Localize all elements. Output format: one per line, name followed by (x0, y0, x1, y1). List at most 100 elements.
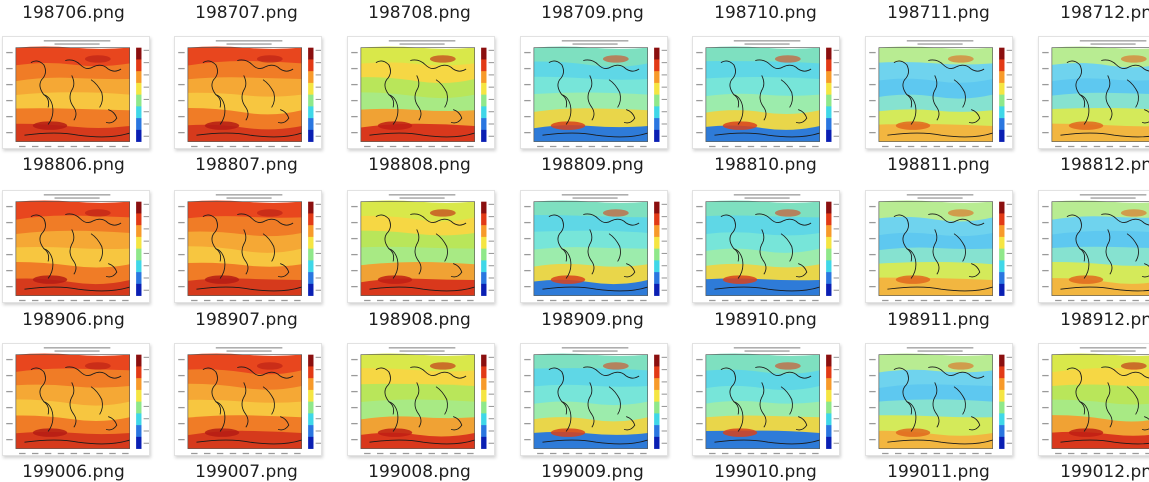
colorbar-segment (826, 129, 832, 142)
map-coastline (1105, 382, 1113, 428)
file-name-label[interactable]: 198709.png (541, 3, 644, 23)
file-name-label[interactable]: 198710.png (714, 3, 817, 23)
thumb-xtick (640, 452, 647, 455)
file-thumbnail[interactable] (865, 343, 1013, 456)
colorbar-tick (315, 289, 321, 291)
map-coastline (202, 214, 222, 262)
file-name-label[interactable]: 199008.png (368, 462, 471, 482)
file-thumbnail[interactable] (2, 36, 150, 149)
thumb-xtick (216, 145, 224, 148)
file-name-label[interactable]: 199009.png (541, 462, 644, 482)
map-contour-blob (32, 275, 68, 284)
colorbar-tick (488, 381, 494, 383)
file-thumbnail[interactable] (692, 343, 840, 456)
colorbar-segment (654, 225, 660, 238)
contour-map-image (351, 40, 494, 148)
file-thumbnail[interactable] (347, 190, 495, 303)
file-thumbnail[interactable] (692, 190, 840, 303)
contour-map-image (524, 194, 667, 302)
thumb-xtick (19, 299, 26, 302)
file-name-label[interactable]: 199007.png (195, 462, 298, 482)
file-name-label[interactable]: 198806.png (22, 155, 125, 175)
file-name-label[interactable]: 198908.png (368, 310, 471, 330)
colorbar-segment (654, 389, 660, 402)
file-name-label[interactable]: 198810.png (714, 155, 817, 175)
colorbar-segment (308, 106, 314, 119)
file-name-label[interactable]: 198912.png (1060, 310, 1149, 330)
file-thumbnail[interactable] (1038, 343, 1149, 456)
thumb-title-line (1090, 43, 1136, 45)
thumb-xtick (614, 145, 621, 148)
file-name-label[interactable]: 198811.png (887, 155, 990, 175)
file-name-label[interactable]: 198707.png (195, 3, 298, 23)
contour-map-image (696, 347, 839, 455)
file-name-label[interactable]: 198808.png (368, 155, 471, 175)
colorbar-segment (136, 225, 142, 238)
file-thumbnail[interactable] (174, 190, 322, 303)
contour-map-image (696, 194, 839, 302)
file-name-label[interactable]: 198708.png (368, 3, 471, 23)
file-thumbnail[interactable] (2, 343, 150, 456)
file-name-label[interactable]: 198812.png (1060, 155, 1149, 175)
file-name-label[interactable]: 199010.png (714, 462, 817, 482)
file-thumbnail[interactable] (865, 36, 1013, 149)
file-name-label[interactable]: 198711.png (887, 3, 990, 23)
map-coastline (105, 109, 118, 124)
thumb-ytick (524, 406, 531, 409)
file-name-label[interactable]: 198712.png (1060, 3, 1149, 23)
thumb-xtick (389, 145, 397, 148)
file-name-label[interactable]: 198906.png (22, 310, 125, 330)
thumb-xtick (614, 299, 621, 302)
thumb-xtick (799, 452, 806, 455)
file-name-label[interactable]: 199006.png (22, 462, 125, 482)
file-thumbnail[interactable] (174, 36, 322, 149)
map-contour-band (533, 279, 648, 296)
file-name-label[interactable]: 198907.png (195, 310, 298, 330)
colorbar-segment (654, 436, 660, 449)
file-name-label[interactable]: 198809.png (541, 155, 644, 175)
file-name-label[interactable]: 199011.png (887, 462, 990, 482)
thumb-xtick (882, 299, 889, 302)
colorbar-tick (488, 216, 494, 218)
file-thumbnail[interactable] (520, 343, 668, 456)
file-thumbnail[interactable] (2, 190, 150, 303)
map-coastline (414, 229, 422, 275)
map-coastline (369, 132, 475, 138)
file-thumbnail[interactable] (520, 36, 668, 149)
file-thumbnail[interactable] (347, 343, 495, 456)
thumb-xtick (1093, 145, 1101, 148)
file-thumbnail[interactable] (1038, 190, 1149, 303)
colorbar-segment (999, 129, 1005, 142)
file-thumbnail[interactable] (865, 190, 1013, 303)
map-frame (15, 354, 130, 449)
colorbar-segment (136, 354, 142, 367)
file-thumbnail[interactable] (1038, 36, 1149, 149)
file-thumbnail[interactable] (347, 36, 495, 149)
thumb-xtick (1080, 145, 1088, 148)
colorbar-tick (315, 265, 321, 267)
file-name-label[interactable]: 198807.png (195, 155, 298, 175)
thumb-xtick (760, 299, 768, 302)
file-thumbnail[interactable] (520, 190, 668, 303)
thumb-xtick (415, 452, 423, 455)
file-name-label[interactable]: 199012.png (1060, 462, 1149, 482)
map-coastline (30, 60, 50, 108)
file-thumbnail[interactable] (692, 36, 840, 149)
thumb-ytick (178, 358, 185, 361)
colorbar-tick (315, 123, 321, 125)
file-name-label[interactable]: 198706.png (22, 3, 125, 23)
thumb-xtick (83, 452, 90, 455)
file-name-label[interactable]: 198909.png (541, 310, 644, 330)
colorbar-tick (488, 111, 494, 113)
colorbar-segment (308, 425, 314, 438)
colorbar-tick (143, 240, 149, 242)
file-thumbnail[interactable] (174, 343, 322, 456)
file-name-label[interactable]: 198910.png (714, 310, 817, 330)
file-name-label[interactable]: 198911.png (887, 310, 990, 330)
thumb-xtick (894, 452, 902, 455)
thumb-xtick (959, 145, 966, 148)
colorbar-segment (136, 47, 142, 60)
thumb-ytick (178, 83, 185, 86)
thumb-xtick (281, 452, 288, 455)
map-contour-blob (1068, 428, 1104, 437)
